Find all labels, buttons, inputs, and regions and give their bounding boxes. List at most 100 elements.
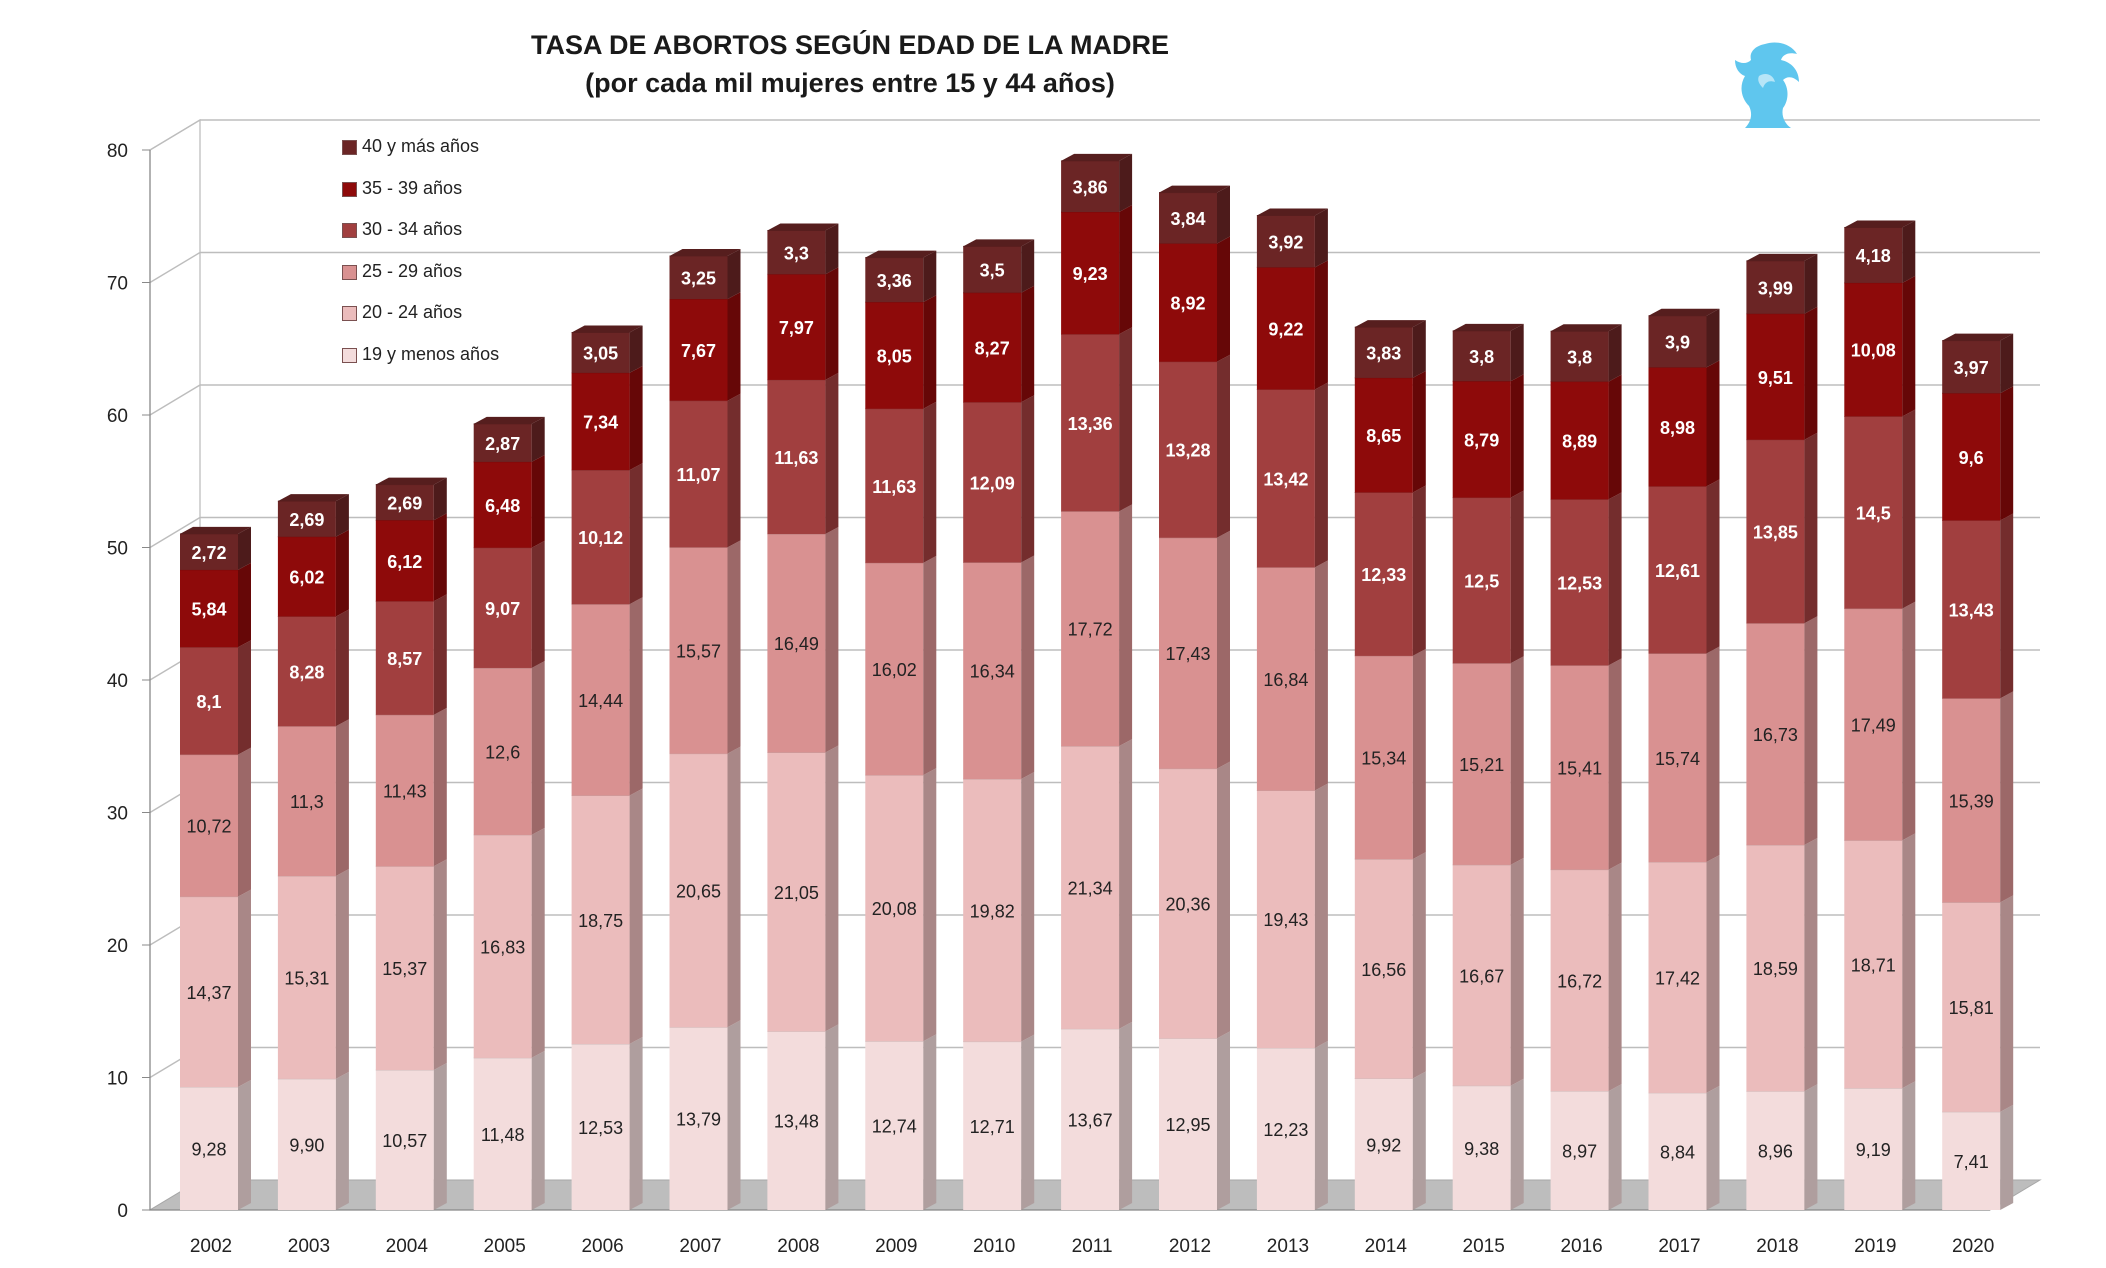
bar-segment-side bbox=[727, 1020, 741, 1210]
bar-value-label: 21,34 bbox=[1068, 878, 1113, 898]
legend-item: 35 - 39 años bbox=[330, 172, 540, 214]
bar-segment-side bbox=[1412, 1071, 1426, 1210]
bar-segment-side bbox=[1902, 833, 1916, 1089]
legend-label: 30 - 34 años bbox=[362, 219, 463, 239]
bar-segment bbox=[1452, 381, 1511, 498]
bar-value-label: 12,33 bbox=[1361, 565, 1406, 585]
bar-value-label: 11,3 bbox=[290, 792, 324, 812]
bar-value-label: 7,41 bbox=[1954, 1152, 1989, 1172]
bar-segment-side bbox=[1412, 320, 1426, 378]
bar-segment-side bbox=[1706, 646, 1720, 863]
bar-segment bbox=[180, 1087, 238, 1210]
bar-value-label: 15,37 bbox=[382, 959, 427, 979]
bar-segment bbox=[1648, 862, 1707, 1093]
bar-value-label: 3,99 bbox=[1758, 278, 1793, 298]
bar-segment-side bbox=[629, 1036, 643, 1210]
bar-value-label: 15,31 bbox=[284, 968, 329, 988]
bar-segment bbox=[1452, 330, 1511, 382]
bar-segment-side bbox=[1314, 1040, 1328, 1210]
bar-top-cap bbox=[1452, 323, 1524, 331]
bar-segment bbox=[1452, 1085, 1511, 1210]
bar-segment bbox=[865, 1041, 924, 1210]
bar-value-label: 8,05 bbox=[877, 346, 912, 366]
bar-top-cap bbox=[1746, 253, 1818, 261]
x-tick-label: 2016 bbox=[1560, 1236, 1602, 1257]
bar-segment bbox=[571, 604, 630, 796]
bar-segment bbox=[1942, 340, 2001, 394]
x-tick-label: 2018 bbox=[1756, 1236, 1798, 1257]
bar-value-label: 19,82 bbox=[970, 901, 1015, 921]
bar-segment-side bbox=[1021, 771, 1035, 1042]
bar-segment-side bbox=[531, 1050, 545, 1210]
bar-value-label: 6,48 bbox=[485, 496, 520, 516]
bar-value-label: 8,57 bbox=[387, 649, 422, 669]
bar-segment-side bbox=[1314, 382, 1328, 568]
gridline bbox=[149, 516, 2040, 549]
bar-top-cap bbox=[571, 325, 643, 333]
bar-segment-side bbox=[335, 868, 349, 1079]
bar-segment-side bbox=[531, 827, 545, 1058]
bar-segment-side bbox=[1608, 658, 1622, 870]
bar-segment bbox=[473, 834, 532, 1058]
bar-value-label: 9,6 bbox=[1959, 448, 1984, 468]
bar-segment bbox=[1844, 282, 1903, 417]
bar-segment bbox=[1159, 768, 1217, 1039]
bar-value-label: 3,84 bbox=[1170, 209, 1205, 229]
bar-top-cap bbox=[669, 249, 741, 256]
x-tick-label: 2017 bbox=[1658, 1236, 1700, 1257]
bar-top-cap bbox=[1354, 320, 1426, 328]
bar-segment bbox=[1061, 1028, 1120, 1210]
bar-segment-side bbox=[1608, 1084, 1622, 1210]
bar-value-label: 7,67 bbox=[681, 341, 716, 361]
bar-segment-side bbox=[1804, 1084, 1818, 1210]
bar-segment-side bbox=[531, 454, 545, 548]
bar-segment bbox=[473, 1057, 532, 1210]
legend-item: 20 - 24 años bbox=[330, 296, 540, 338]
bar-segment-side bbox=[825, 526, 839, 753]
griffin-logo-icon bbox=[1735, 42, 1799, 128]
bar-segment bbox=[277, 875, 336, 1079]
bar-segment bbox=[1648, 367, 1707, 487]
bar-segment-side bbox=[629, 788, 643, 1044]
x-tick-label: 2002 bbox=[190, 1236, 232, 1257]
x-tick-label: 2012 bbox=[1169, 1236, 1211, 1257]
bar-value-label: 8,28 bbox=[289, 662, 324, 682]
bar-value-label: 11,63 bbox=[872, 477, 916, 497]
bar-value-label: 16,49 bbox=[774, 634, 819, 654]
bar-segment bbox=[571, 372, 630, 471]
bar-value-label: 12,74 bbox=[872, 1117, 917, 1137]
bar-segment-side bbox=[1510, 857, 1524, 1086]
bar-segment bbox=[963, 1041, 1022, 1210]
bar-segment bbox=[1550, 499, 1609, 666]
bar-value-label: 20,36 bbox=[1165, 895, 1210, 915]
bar-segment bbox=[1452, 663, 1511, 865]
bar-segment bbox=[669, 753, 728, 1028]
bar-segment bbox=[1550, 381, 1609, 500]
bar-segment bbox=[571, 470, 630, 605]
bar-value-label: 9,28 bbox=[191, 1140, 226, 1160]
bar-segment bbox=[277, 726, 336, 876]
bar-value-label: 14,37 bbox=[186, 983, 231, 1003]
bar-segment-side bbox=[727, 292, 741, 401]
bar-value-label: 15,34 bbox=[1361, 749, 1406, 769]
bar-value-label: 15,74 bbox=[1655, 749, 1700, 769]
bar-value-label: 14,44 bbox=[578, 691, 623, 711]
bar-segment bbox=[1844, 1088, 1903, 1210]
bar-segment bbox=[1844, 840, 1903, 1089]
legend-label: 20 - 24 años bbox=[362, 302, 463, 322]
bar-value-label: 8,89 bbox=[1562, 432, 1597, 452]
x-tick-label: 2011 bbox=[1072, 1236, 1113, 1257]
bar-segment-side bbox=[1217, 530, 1230, 769]
x-tick-label: 2020 bbox=[1952, 1236, 1994, 1257]
bar-value-label: 12,53 bbox=[578, 1118, 623, 1138]
bar-top-cap bbox=[1550, 324, 1622, 332]
bar-segment bbox=[1061, 160, 1120, 213]
bar-value-label: 3,8 bbox=[1567, 347, 1592, 367]
x-tick-label: 2008 bbox=[777, 1236, 819, 1257]
legend-swatch bbox=[342, 347, 357, 363]
bar-segment-side bbox=[1510, 374, 1524, 498]
bar-value-label: 17,72 bbox=[1068, 620, 1113, 640]
bar-segment bbox=[1648, 315, 1707, 368]
bar-value-label: 12,6 bbox=[485, 742, 520, 762]
bar-segment-side bbox=[1412, 648, 1426, 860]
